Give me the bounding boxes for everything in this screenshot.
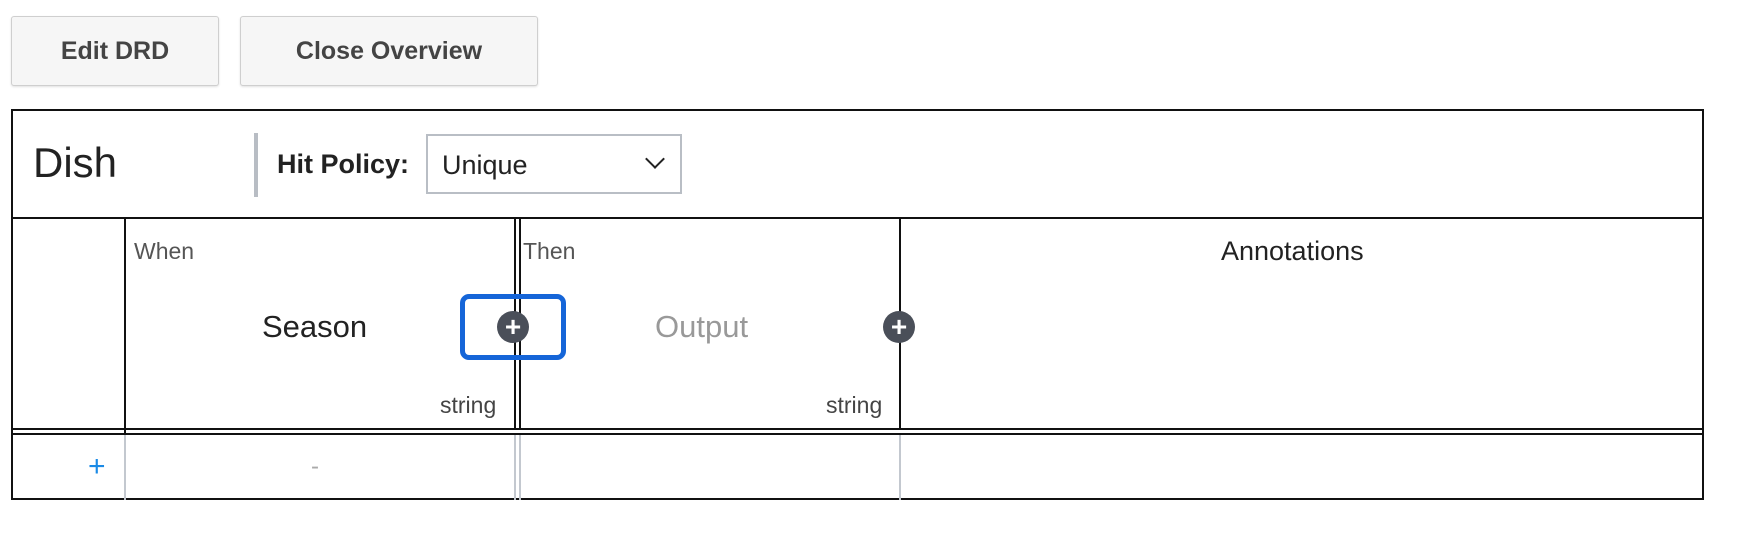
- hit-policy-select[interactable]: Unique: [426, 134, 682, 194]
- hit-policy-label: Hit Policy:: [277, 149, 410, 179]
- input-section-label: When: [134, 238, 195, 264]
- header-separator: [13, 433, 1702, 435]
- header-separator: [13, 428, 1702, 430]
- decision-table: Dish Hit Policy: Unique When Season stri…: [11, 109, 1704, 500]
- chevron-down-icon: [645, 149, 665, 169]
- decision-table-name[interactable]: Dish: [33, 139, 118, 186]
- cell-divider: [514, 435, 516, 500]
- hit-policy-value: Unique: [442, 150, 528, 180]
- column-divider: [124, 219, 126, 500]
- edit-drd-button[interactable]: Edit DRD: [11, 16, 219, 86]
- focus-highlight: [460, 294, 566, 360]
- column-divider: [514, 355, 516, 425]
- header-divider: [254, 133, 258, 197]
- output-column-type[interactable]: string: [826, 392, 883, 418]
- decision-table-header: Dish Hit Policy: Unique: [13, 111, 1702, 219]
- add-rule-button[interactable]: +: [88, 450, 106, 483]
- output-section-label: Then: [523, 238, 576, 264]
- cell-divider: [519, 435, 521, 500]
- annotations-column-label: Annotations: [1221, 236, 1364, 266]
- add-input-column-button[interactable]: +: [497, 311, 529, 343]
- cell-divider: [899, 435, 901, 500]
- input-column-label[interactable]: Season: [262, 309, 368, 344]
- output-column-label[interactable]: Output: [655, 309, 749, 344]
- input-column-type[interactable]: string: [440, 392, 497, 418]
- cell-divider: [124, 435, 126, 500]
- close-overview-button[interactable]: Close Overview: [240, 16, 538, 86]
- add-output-column-button[interactable]: +: [883, 311, 915, 343]
- input-entry-cell[interactable]: -: [311, 453, 319, 480]
